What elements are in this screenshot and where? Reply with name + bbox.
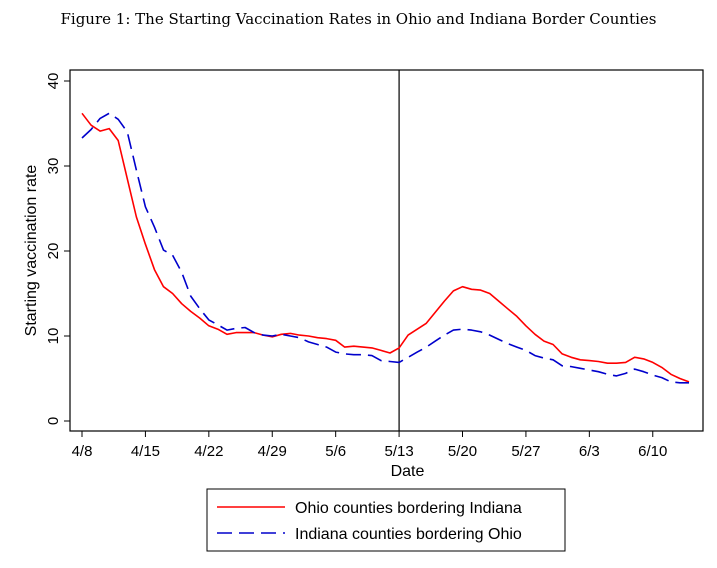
x-axis: 4/8 4/15 4/22 4/29 5/6 5/13 5/20 5/27 6/3 6/10 bbox=[72, 431, 667, 460]
legend-entries: Ohio counties bordering Indiana Indiana c… bbox=[217, 500, 522, 543]
y-tick-label: 30 bbox=[45, 158, 62, 175]
series-line-2 bbox=[81, 112, 689, 384]
x-tick-label: 4/15 bbox=[131, 443, 160, 460]
x-tick-label: 4/8 bbox=[72, 443, 93, 460]
y-tick-label: 10 bbox=[45, 328, 62, 345]
series-line-1 bbox=[81, 112, 690, 383]
figure-title: Figure 1: The Starting Vaccination Rates… bbox=[60, 10, 657, 28]
x-tick-label: 5/20 bbox=[448, 443, 477, 460]
series-layer bbox=[81, 112, 690, 384]
x-tick-label: 6/3 bbox=[579, 443, 600, 460]
y-axis-title: Starting vaccination rate bbox=[23, 165, 40, 337]
legend-box bbox=[206, 488, 566, 552]
x-axis-title: Date bbox=[391, 463, 425, 480]
legend-label-2: Indiana counties bordering Ohio bbox=[295, 526, 522, 543]
x-tick-label: 5/6 bbox=[325, 443, 346, 460]
y-tick-label: 0 bbox=[45, 417, 62, 425]
legend-label-1: Ohio counties bordering Indiana bbox=[295, 500, 522, 517]
y-axis: 0 10 20 30 40 bbox=[45, 73, 70, 425]
x-tick-label: 6/10 bbox=[638, 443, 667, 460]
y-tick-label: 20 bbox=[45, 243, 62, 260]
x-tick-label: 5/27 bbox=[511, 443, 540, 460]
legend: Ohio counties bordering Indiana Indiana c… bbox=[206, 488, 566, 552]
x-tick-label: 4/22 bbox=[194, 443, 223, 460]
x-tick-label: 4/29 bbox=[258, 443, 287, 460]
x-tick-label: 5/13 bbox=[384, 443, 413, 460]
y-tick-label: 40 bbox=[45, 73, 62, 90]
